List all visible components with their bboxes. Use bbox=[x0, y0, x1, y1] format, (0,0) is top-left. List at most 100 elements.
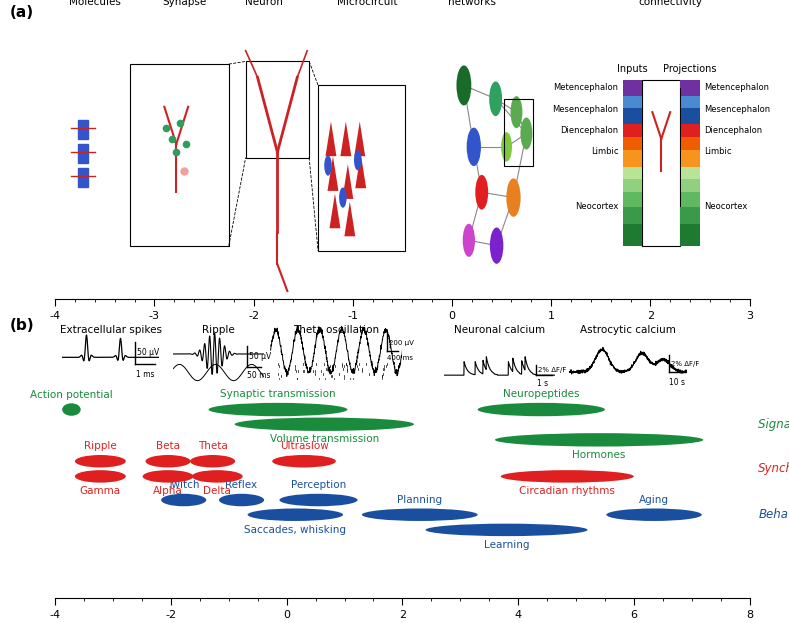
Bar bbox=[623, 193, 642, 207]
Bar bbox=[680, 207, 700, 224]
Text: Mesencephalon: Mesencephalon bbox=[552, 105, 619, 114]
Bar bbox=[680, 80, 700, 95]
Text: Cross-regional
networks: Cross-regional networks bbox=[434, 0, 510, 7]
Text: 200 μV: 200 μV bbox=[388, 340, 413, 346]
Ellipse shape bbox=[501, 470, 634, 483]
Text: Saccades, whisking: Saccades, whisking bbox=[245, 525, 346, 535]
Bar bbox=[680, 124, 700, 136]
Circle shape bbox=[324, 155, 331, 176]
Ellipse shape bbox=[208, 403, 347, 416]
Circle shape bbox=[354, 150, 361, 170]
Text: Perception: Perception bbox=[291, 480, 346, 490]
Text: Volume transmission: Volume transmission bbox=[270, 434, 379, 444]
Bar bbox=[623, 167, 642, 179]
Bar bbox=[623, 80, 642, 95]
Text: Theta: Theta bbox=[198, 442, 227, 452]
Text: 10 s: 10 s bbox=[669, 378, 686, 388]
Bar bbox=[680, 150, 700, 167]
Text: Long-range neuronal
connectivity: Long-range neuronal connectivity bbox=[616, 0, 724, 7]
Text: Synapse: Synapse bbox=[162, 0, 206, 7]
Text: Synaptic transmission: Synaptic transmission bbox=[220, 389, 336, 399]
Circle shape bbox=[475, 175, 488, 209]
Ellipse shape bbox=[234, 417, 414, 431]
Text: Neuropeptides: Neuropeptides bbox=[503, 389, 579, 399]
Ellipse shape bbox=[190, 455, 235, 467]
Ellipse shape bbox=[161, 494, 206, 506]
Text: Planning: Planning bbox=[397, 495, 443, 505]
Text: Neocortex: Neocortex bbox=[575, 202, 619, 211]
Bar bbox=[503, 99, 533, 166]
Text: Metencephalon: Metencephalon bbox=[554, 83, 619, 92]
Bar bbox=[623, 179, 642, 193]
Text: Limbic: Limbic bbox=[704, 147, 731, 156]
Text: Limbic: Limbic bbox=[591, 147, 619, 156]
Polygon shape bbox=[340, 121, 351, 156]
Text: Synchronization: Synchronization bbox=[758, 462, 789, 475]
Bar bbox=[623, 95, 642, 108]
Text: Beta: Beta bbox=[156, 442, 180, 452]
Bar bbox=[680, 95, 700, 108]
Text: Neuron: Neuron bbox=[245, 0, 282, 7]
Text: Projections: Projections bbox=[664, 64, 716, 74]
Bar bbox=[78, 120, 88, 139]
Bar bbox=[680, 193, 700, 207]
Text: Twitch: Twitch bbox=[167, 480, 200, 490]
Text: Astrocytic calcium: Astrocytic calcium bbox=[580, 325, 676, 335]
Text: Mesencephalon: Mesencephalon bbox=[704, 105, 770, 114]
Text: 50 ms: 50 ms bbox=[247, 371, 271, 379]
Ellipse shape bbox=[192, 470, 243, 483]
Circle shape bbox=[490, 227, 503, 264]
Bar bbox=[623, 108, 642, 124]
Polygon shape bbox=[330, 194, 340, 228]
Text: Metencephalon: Metencephalon bbox=[704, 83, 769, 92]
Text: Neocortex: Neocortex bbox=[704, 202, 747, 211]
Text: Molecules: Molecules bbox=[69, 0, 121, 7]
Bar bbox=[78, 168, 88, 187]
Bar bbox=[623, 150, 642, 167]
Ellipse shape bbox=[477, 403, 605, 416]
Text: (a): (a) bbox=[10, 5, 34, 20]
Bar bbox=[680, 224, 700, 245]
Bar bbox=[680, 108, 700, 124]
Polygon shape bbox=[355, 153, 366, 188]
Polygon shape bbox=[327, 156, 338, 191]
Text: Alpha: Alpha bbox=[153, 486, 183, 496]
Text: Action potential: Action potential bbox=[30, 390, 113, 400]
Text: Neuronal calcium: Neuronal calcium bbox=[454, 325, 545, 335]
Ellipse shape bbox=[425, 524, 588, 536]
Circle shape bbox=[462, 224, 475, 257]
Text: Extracellular spikes: Extracellular spikes bbox=[60, 325, 162, 335]
Ellipse shape bbox=[606, 508, 701, 521]
Text: Signal transmission: Signal transmission bbox=[758, 418, 789, 430]
Bar bbox=[78, 144, 88, 163]
Text: Behavioral: Behavioral bbox=[758, 508, 789, 521]
Circle shape bbox=[501, 132, 512, 161]
Ellipse shape bbox=[495, 433, 703, 447]
Ellipse shape bbox=[248, 508, 343, 521]
Circle shape bbox=[466, 128, 481, 166]
Bar bbox=[680, 136, 700, 150]
Text: Microcircuit: Microcircuit bbox=[338, 0, 398, 7]
Bar bbox=[318, 85, 406, 251]
Text: Circadian rhythms: Circadian rhythms bbox=[519, 486, 615, 496]
Bar bbox=[680, 167, 700, 179]
Text: Ripple: Ripple bbox=[84, 442, 117, 452]
Text: (b): (b) bbox=[10, 318, 35, 333]
Text: Ripple: Ripple bbox=[202, 325, 235, 335]
Polygon shape bbox=[344, 202, 355, 236]
Bar bbox=[623, 207, 642, 224]
X-axis label: Length (log mm): Length (log mm) bbox=[350, 326, 454, 340]
Circle shape bbox=[521, 118, 533, 150]
Text: 400 ms: 400 ms bbox=[387, 355, 413, 361]
Text: 2% ΔF/F: 2% ΔF/F bbox=[538, 367, 567, 373]
Text: 2% ΔF/F: 2% ΔF/F bbox=[671, 361, 700, 366]
Circle shape bbox=[489, 82, 502, 116]
Bar bbox=[642, 80, 680, 245]
Ellipse shape bbox=[279, 494, 357, 506]
Circle shape bbox=[507, 178, 521, 217]
Bar bbox=[623, 136, 642, 150]
Text: Reflex: Reflex bbox=[226, 480, 257, 490]
Polygon shape bbox=[342, 164, 353, 199]
Circle shape bbox=[457, 65, 471, 105]
Text: 1 s: 1 s bbox=[537, 379, 548, 388]
